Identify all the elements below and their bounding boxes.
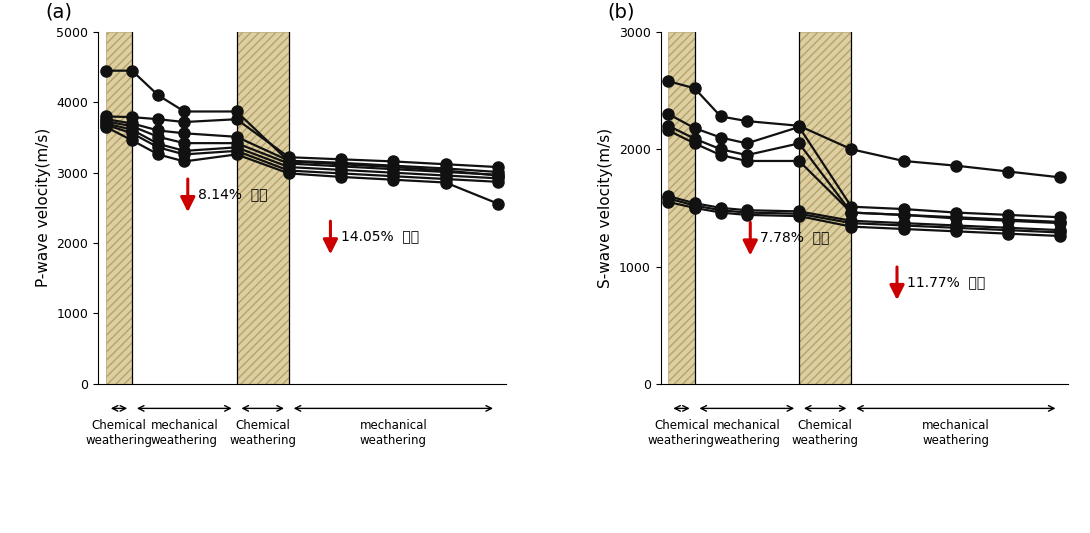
Y-axis label: S-wave velocity(m/s): S-wave velocity(m/s) [598,128,614,288]
Text: Chemical
weathering: Chemical weathering [229,419,296,447]
Text: 14.05%  감소: 14.05% 감소 [340,229,419,243]
Text: Chemical
weathering: Chemical weathering [791,419,859,447]
Text: (a): (a) [45,3,72,22]
Bar [237,32,289,384]
Text: Chemical
weathering: Chemical weathering [85,419,153,447]
Text: Chemical
weathering: Chemical weathering [647,419,715,447]
Bar [106,32,132,384]
Text: 11.77%  감소: 11.77% 감소 [907,274,985,289]
Text: mechanical
weathering: mechanical weathering [713,419,780,447]
Text: 7.78%  감소: 7.78% 감소 [761,230,829,244]
Text: mechanical
weathering: mechanical weathering [150,419,218,447]
Y-axis label: P-wave velocity(m/s): P-wave velocity(m/s) [36,128,51,287]
Text: mechanical
weathering: mechanical weathering [360,419,427,447]
Bar [668,32,694,384]
Bar [799,32,851,384]
Text: (b): (b) [607,3,635,22]
Text: mechanical
weathering: mechanical weathering [922,419,990,447]
Text: 8.14%  감소: 8.14% 감소 [198,187,267,201]
